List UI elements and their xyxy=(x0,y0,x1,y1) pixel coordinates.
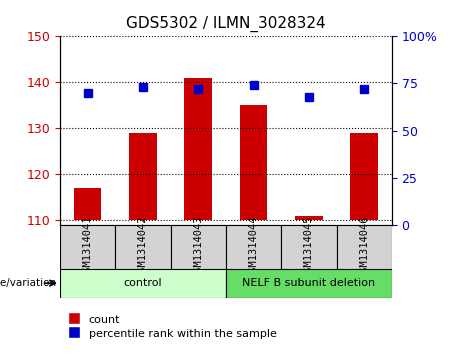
FancyBboxPatch shape xyxy=(60,269,226,298)
Bar xyxy=(129,133,157,220)
FancyBboxPatch shape xyxy=(337,225,392,269)
FancyBboxPatch shape xyxy=(226,269,392,298)
Title: GDS5302 / ILMN_3028324: GDS5302 / ILMN_3028324 xyxy=(126,16,326,32)
Text: NELF B subunit deletion: NELF B subunit deletion xyxy=(242,278,375,288)
Bar xyxy=(240,105,267,220)
Text: genotype/variation: genotype/variation xyxy=(0,278,57,288)
FancyBboxPatch shape xyxy=(171,225,226,269)
Bar xyxy=(184,78,212,220)
Text: GSM1314043: GSM1314043 xyxy=(193,216,203,278)
Text: GSM1314041: GSM1314041 xyxy=(83,216,93,278)
Bar xyxy=(350,133,378,220)
Text: GSM1314044: GSM1314044 xyxy=(248,216,259,278)
Text: control: control xyxy=(124,278,162,288)
Text: GSM1314045: GSM1314045 xyxy=(304,216,314,278)
Legend: count, percentile rank within the sample: count, percentile rank within the sample xyxy=(65,310,280,342)
FancyBboxPatch shape xyxy=(226,225,281,269)
FancyBboxPatch shape xyxy=(281,225,337,269)
Text: GSM1314042: GSM1314042 xyxy=(138,216,148,278)
FancyBboxPatch shape xyxy=(60,225,115,269)
Text: GSM1314046: GSM1314046 xyxy=(359,216,369,278)
FancyBboxPatch shape xyxy=(115,225,171,269)
Bar xyxy=(74,188,101,220)
Bar xyxy=(295,216,323,220)
